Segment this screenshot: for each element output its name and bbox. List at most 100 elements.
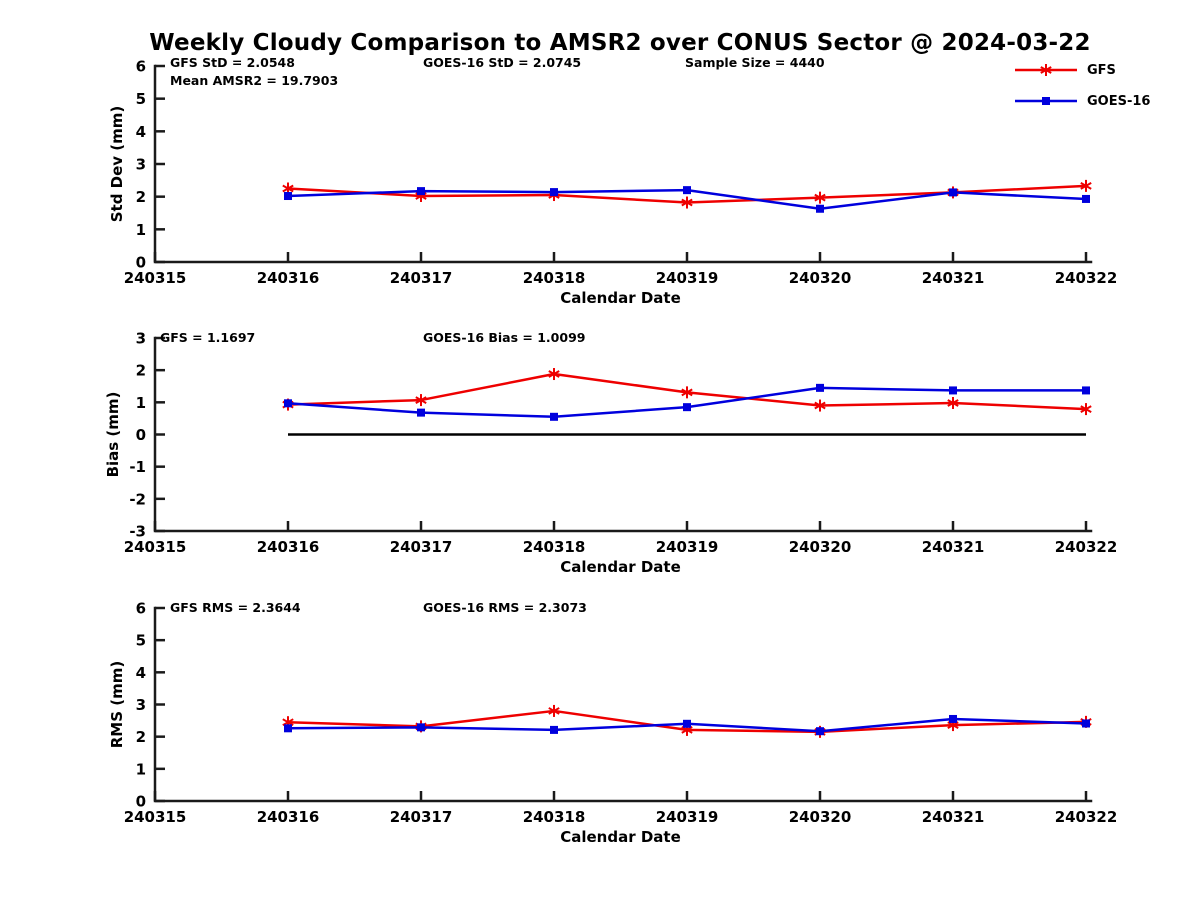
square-marker bbox=[816, 727, 824, 736]
rms-annotation: GFS RMS = 2.3644 bbox=[170, 600, 301, 615]
rms-xtick-label: 240316 bbox=[257, 808, 320, 826]
rms-ytick-label: 4 bbox=[136, 664, 146, 682]
bias-ytick-label: 2 bbox=[136, 362, 146, 380]
figure-title: Weekly Cloudy Comparison to AMSR2 over C… bbox=[149, 30, 1091, 56]
asterisk-marker bbox=[548, 368, 560, 381]
square-marker bbox=[1082, 386, 1090, 395]
square-marker bbox=[417, 723, 425, 732]
stddev-ytick-label: 4 bbox=[136, 123, 146, 141]
legend: GFS GOES-16 bbox=[1013, 60, 1150, 111]
rms-series-goes-16 bbox=[284, 714, 1090, 736]
asterisk-marker bbox=[1080, 179, 1092, 192]
square-marker bbox=[284, 192, 292, 201]
square-marker bbox=[816, 383, 824, 392]
bias-ytick-label: 3 bbox=[136, 330, 146, 348]
stddev-ytick-label: 5 bbox=[136, 90, 146, 108]
stddev-ytick-label: 2 bbox=[136, 188, 146, 206]
bias-xtick-label: 240316 bbox=[257, 538, 320, 556]
rms-ytick-label: 3 bbox=[136, 696, 146, 714]
asterisk-marker bbox=[1080, 403, 1092, 416]
square-marker bbox=[550, 412, 558, 421]
asterisk-marker bbox=[681, 196, 693, 209]
stddev-xtick-label: 240320 bbox=[789, 269, 852, 287]
bias-ytick-label: 1 bbox=[136, 394, 146, 412]
asterisk-marker bbox=[548, 704, 560, 717]
stddev-ytick-label: 0 bbox=[136, 254, 146, 272]
stddev-xtick-label: 240315 bbox=[124, 269, 187, 287]
rms-xtick-label: 240321 bbox=[922, 808, 985, 826]
rms-xtick-label: 240315 bbox=[124, 808, 187, 826]
asterisk-marker bbox=[947, 396, 959, 409]
square-marker bbox=[284, 724, 292, 733]
stddev-ytick-label: 1 bbox=[136, 221, 146, 239]
stddev-xtick-label: 240316 bbox=[257, 269, 320, 287]
stddev-ylabel: Std Dev (mm) bbox=[108, 106, 126, 223]
square-marker bbox=[683, 719, 691, 728]
rms-ytick-label: 2 bbox=[136, 728, 146, 746]
bias-xtick-label: 240318 bbox=[523, 538, 586, 556]
asterisk-marker bbox=[814, 399, 826, 412]
goes16-line-square-icon bbox=[1015, 97, 1077, 105]
legend-item-gfs: GFS bbox=[1013, 60, 1150, 80]
square-marker bbox=[683, 186, 691, 195]
bias-ytick-label: -2 bbox=[129, 490, 146, 508]
bias-ylabel: Bias (mm) bbox=[104, 392, 122, 478]
rms-xtick-label: 240318 bbox=[523, 808, 586, 826]
asterisk-marker bbox=[415, 394, 427, 407]
stddev-xtick-label: 240322 bbox=[1055, 269, 1118, 287]
rms-annotation: GOES-16 RMS = 2.3073 bbox=[423, 600, 587, 615]
rms-xlabel: Calendar Date bbox=[560, 828, 681, 846]
stddev-xtick-label: 240317 bbox=[390, 269, 453, 287]
rms-xtick-label: 240317 bbox=[390, 808, 453, 826]
bias-plot: -3 -2 -1 0 1 2 3 240315 240316 240317 240318 240319… bbox=[104, 330, 1117, 577]
bias-xtick-label: 240315 bbox=[124, 538, 187, 556]
stddev-annotation: Sample Size = 4440 bbox=[685, 55, 825, 70]
bias-annotation: GOES-16 Bias = 1.0099 bbox=[423, 330, 585, 345]
asterisk-marker bbox=[814, 191, 826, 204]
stddev-series-goes-16 bbox=[284, 186, 1090, 213]
bias-xtick-label: 240320 bbox=[789, 538, 852, 556]
square-marker bbox=[284, 399, 292, 408]
bias-xtick-label: 240319 bbox=[656, 538, 719, 556]
rms-axes bbox=[153, 606, 1093, 803]
bias-ytick-label: -3 bbox=[129, 523, 146, 541]
legend-item-goes16: GOES-16 bbox=[1013, 91, 1150, 111]
square-marker bbox=[1082, 719, 1090, 728]
square-marker bbox=[550, 725, 558, 734]
stddev-ytick-label: 3 bbox=[136, 156, 146, 174]
rms-xtick-label: 240319 bbox=[656, 808, 719, 826]
bias-ytick-label: 0 bbox=[136, 426, 146, 444]
rms-xtick-label: 240322 bbox=[1055, 808, 1118, 826]
stddev-plot: 0 1 2 3 4 5 6 240315 240316 240317 240318 240319 240… bbox=[108, 55, 1117, 307]
stddev-annotation: Mean AMSR2 = 19.7903 bbox=[170, 73, 338, 88]
legend-label-gfs: GFS bbox=[1087, 62, 1116, 78]
stddev-annotation: GFS StD = 2.0548 bbox=[170, 55, 295, 70]
rms-ytick-label: 0 bbox=[136, 793, 146, 811]
bias-xtick-label: 240321 bbox=[922, 538, 985, 556]
stddev-annotation: GOES-16 StD = 2.0745 bbox=[423, 55, 581, 70]
bias-series-gfs bbox=[282, 368, 1092, 416]
bias-xtick-label: 240317 bbox=[390, 538, 453, 556]
asterisk-marker bbox=[681, 386, 693, 399]
stddev-axes bbox=[153, 64, 1093, 264]
square-marker bbox=[949, 386, 957, 395]
rms-ytick-label: 1 bbox=[136, 760, 146, 778]
bias-series-goes-16 bbox=[284, 383, 1090, 421]
square-marker bbox=[417, 408, 425, 417]
square-marker bbox=[1082, 194, 1090, 203]
square-marker bbox=[816, 204, 824, 213]
stddev-xlabel: Calendar Date bbox=[560, 289, 681, 307]
square-marker bbox=[417, 187, 425, 196]
legend-label-goes16: GOES-16 bbox=[1087, 93, 1151, 109]
stddev-xtick-label: 240318 bbox=[523, 269, 586, 287]
rms-plot: 0 1 2 3 4 5 6 240315 240316 240317 240318 240319 240… bbox=[108, 600, 1117, 847]
rms-ytick-label: 5 bbox=[136, 632, 146, 650]
stddev-xtick-label: 240321 bbox=[922, 269, 985, 287]
rms-ytick-label: 6 bbox=[136, 600, 146, 618]
bias-xtick-label: 240322 bbox=[1055, 538, 1118, 556]
gfs-line-asterisk-icon bbox=[1015, 64, 1077, 76]
bias-xlabel: Calendar Date bbox=[560, 558, 681, 576]
stddev-xtick-label: 240319 bbox=[656, 269, 719, 287]
